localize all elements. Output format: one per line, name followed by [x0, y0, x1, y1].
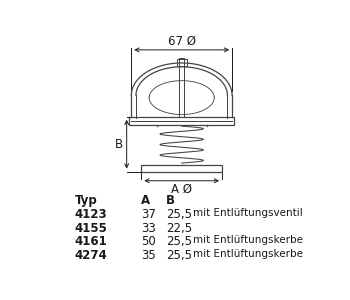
Text: Typ: Typ	[75, 194, 98, 207]
Text: 37: 37	[141, 208, 156, 221]
Text: 4161: 4161	[75, 236, 107, 248]
Text: 50: 50	[141, 236, 156, 248]
Text: mit Entlüftungsventil: mit Entlüftungsventil	[193, 208, 302, 218]
Text: 67 Ø: 67 Ø	[168, 34, 196, 47]
Text: 25,5: 25,5	[166, 249, 192, 262]
Text: mit Entlüftungskerbe: mit Entlüftungskerbe	[193, 236, 302, 245]
Text: A Ø: A Ø	[171, 183, 192, 196]
Text: 25,5: 25,5	[166, 236, 192, 248]
Text: B: B	[115, 138, 123, 151]
Bar	[177, 59, 187, 66]
Text: B: B	[166, 194, 175, 207]
Text: 4155: 4155	[75, 222, 108, 235]
Bar	[129, 117, 235, 124]
Text: 35: 35	[141, 249, 156, 262]
Text: mit Entlüftungskerbe: mit Entlüftungskerbe	[193, 249, 302, 259]
Text: 22,5: 22,5	[166, 222, 193, 235]
Text: 25,5: 25,5	[166, 208, 192, 221]
Text: 4123: 4123	[75, 208, 107, 221]
Text: 4274: 4274	[75, 249, 107, 262]
Text: A: A	[141, 194, 150, 207]
Text: 33: 33	[141, 222, 156, 235]
Bar	[141, 165, 222, 172]
